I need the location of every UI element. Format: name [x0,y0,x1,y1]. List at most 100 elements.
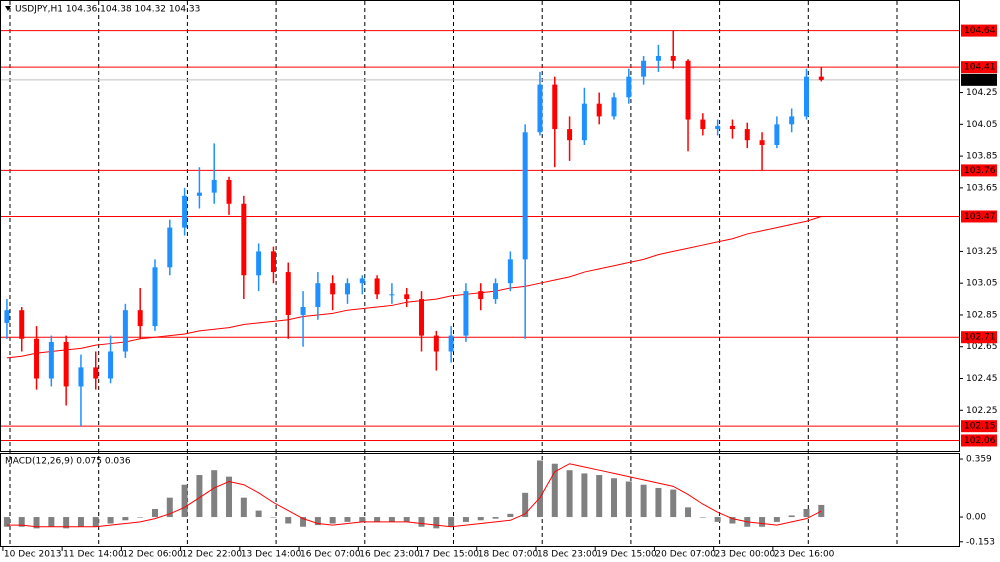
macd-bar [107,517,114,524]
candle-body [330,283,336,295]
y-tick-label: 0.00 [966,513,986,523]
macd-bar [433,517,440,529]
candle-body [270,251,276,273]
macd-bar [670,489,677,518]
macd-bar [714,517,721,522]
candle-body [507,259,513,284]
macd-bar [240,497,247,518]
macd-bar [640,484,647,518]
candle-body [167,227,173,268]
candle-body [256,251,262,276]
x-tick-label: 11 Dec 14:00 [63,550,124,560]
x-tick-label: 13 Dec 14:00 [241,550,302,560]
candle-body [626,76,632,98]
dropdown-icon[interactable] [5,6,11,11]
level-label-box [961,420,997,433]
candle-body [774,124,780,145]
candle-body [581,103,587,141]
candle-body [19,310,25,339]
macd-bar [3,517,10,527]
candle-body [122,310,128,352]
candle-body [300,307,306,315]
macd-bar [285,517,292,524]
candle-body [374,278,380,295]
candle-body [641,60,647,77]
x-tick-label: 20 Dec 07:00 [655,550,716,560]
candle-body [108,351,114,379]
candle-body [344,283,350,295]
macd-bar [196,475,203,518]
candle-body [803,76,809,117]
level-label-box [961,61,997,74]
macd-bar [211,470,218,518]
macd-bar [803,508,810,518]
y-tick-label: 103.85 [966,152,998,162]
x-tick-label: 16 Dec 23:00 [359,550,420,560]
current-price-label: 104.33 [964,75,996,85]
candle-body [226,179,232,204]
y-tick-label: 102.85 [966,310,998,320]
y-tick-label: 103.25 [966,247,998,257]
candle-body [93,367,99,379]
y-tick-label: 103.05 [966,279,998,289]
level-label: 102.06 [964,436,996,446]
candle-body [700,119,706,130]
macd-bar [374,517,381,522]
macd-bar [611,478,618,518]
x-tick-label: 18 Dec 07:00 [478,550,539,560]
candle-body [315,283,321,308]
macd-bar [181,484,188,518]
candle-body [34,338,40,379]
candle-body [818,76,824,80]
candle-body [241,203,247,276]
y-tick-label: 103.65 [966,183,998,193]
y-tick-label: 104.25 [966,88,998,98]
level-label: 103.47 [964,212,996,222]
level-label-box [961,331,997,344]
level-label: 103.76 [964,166,996,176]
macd-bar [122,517,129,521]
macd-bar [492,517,499,519]
macd-bar [551,463,558,518]
macd-bar [462,517,469,522]
candle-body [611,97,617,117]
candle-body [596,103,602,117]
candle-body [655,56,661,61]
candle-body [552,84,558,130]
macd-bar [329,517,336,524]
candle-body [448,335,454,352]
candle-body [48,341,54,379]
macd-bar [418,517,425,527]
level-label: 102.71 [964,333,996,343]
candle-body [715,125,721,130]
macd-bar [359,517,366,522]
x-tick-label: 17 Dec 15:00 [419,550,480,560]
candle-body [196,192,202,196]
macd-bar [151,508,158,518]
candle-body [493,283,499,300]
candle-body [359,278,365,284]
macd-bar [536,460,543,518]
candle-body [4,310,10,323]
candle-body [478,291,484,300]
candle-body [463,291,469,336]
macd-bar [655,487,662,518]
macd-bar [788,515,795,518]
x-tick-label: 16 Dec 07:00 [300,550,361,560]
candle-body [63,341,69,387]
macd-bar [388,517,395,522]
macd-bar [773,517,780,522]
candle-body [419,299,425,336]
level-label: 104.41 [964,63,996,73]
candle-body [389,294,395,296]
x-tick-label: 19 Dec 15:00 [596,550,657,560]
macd-bar [92,517,99,527]
macd-bar [566,470,573,518]
macd-bar [522,492,529,518]
x-tick-label: 10 Dec 2013 [4,550,62,560]
candle-body [670,56,676,61]
macd-bar [581,473,588,518]
level-label-box [961,210,997,223]
